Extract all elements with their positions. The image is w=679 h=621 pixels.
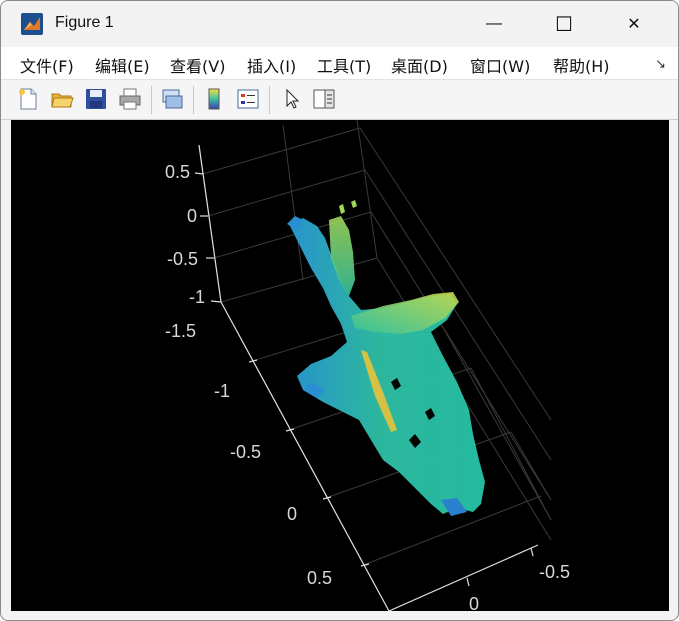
print-icon[interactable] [117, 86, 143, 112]
window-title: Figure 1 [55, 14, 114, 31]
x-axis-tick-labels: -0.5 0 [469, 562, 570, 611]
maximize-icon: ☐ [555, 13, 573, 36]
toolbar-separator [269, 86, 270, 114]
matlab-logo-icon [21, 13, 43, 35]
menu-file[interactable]: 文件(F) [20, 57, 74, 76]
z-tick-label: -0.5 [167, 249, 198, 269]
y-axis-tick-labels: -1.5 -1 -0.5 0 0.5 [165, 321, 332, 588]
x-tick-label: -0.5 [539, 562, 570, 582]
y-tick-label: 0.5 [307, 568, 332, 588]
menu-desktop[interactable]: 桌面(D) [391, 57, 448, 76]
menu-view[interactable]: 查看(V) [170, 57, 226, 76]
link-plot-icon[interactable] [159, 86, 185, 112]
menu-edit[interactable]: 编辑(E) [95, 57, 150, 76]
x-tick-label: 0 [469, 594, 479, 611]
minimize-icon: — [486, 15, 502, 32]
menu-overflow-icon[interactable]: ↘ [655, 56, 666, 71]
y-tick-label: -1.5 [165, 321, 196, 341]
open-file-icon[interactable] [49, 86, 75, 112]
maximize-button[interactable]: ☐ [529, 1, 599, 47]
menu-window[interactable]: 窗口(W) [470, 57, 531, 76]
y-tick-label: -1 [214, 381, 230, 401]
close-button[interactable]: ✕ [599, 1, 669, 47]
axis-lines [194, 144, 539, 611]
menu-bar: 文件(F) 编辑(E) 查看(V) 插入(I) 工具(T) 桌面(D) 窗口(W… [1, 47, 678, 80]
point-cloud [287, 200, 485, 516]
menu-insert[interactable]: 插入(I) [247, 57, 297, 76]
z-axis-tick-labels: 0.5 0 -0.5 -1 [165, 162, 205, 307]
y-tick-label: 0 [287, 504, 297, 524]
plot-area[interactable]: 0.5 0 -0.5 -1 -1.5 -1 -0.5 0 0.5 -0.5 0 [11, 120, 669, 611]
new-figure-icon[interactable] [15, 86, 41, 112]
menu-tools[interactable]: 工具(T) [317, 57, 372, 76]
toolbar-separator [193, 86, 194, 114]
property-inspector-icon[interactable] [311, 86, 337, 112]
colorbar-icon[interactable] [201, 86, 227, 112]
toolbar-separator [151, 86, 152, 114]
z-tick-label: 0 [187, 206, 197, 226]
title-bar[interactable]: Figure 1 — ☐ ✕ [1, 1, 678, 47]
axes-3d[interactable]: 0.5 0 -0.5 -1 -1.5 -1 -0.5 0 0.5 -0.5 0 [11, 120, 669, 611]
z-tick-label: -1 [189, 287, 205, 307]
z-tick-label: 0.5 [165, 162, 190, 182]
minimize-button[interactable]: — [459, 1, 529, 47]
y-tick-label: -0.5 [230, 442, 261, 462]
close-icon: ✕ [627, 16, 641, 33]
menu-help[interactable]: 帮助(H) [553, 57, 610, 76]
figure-toolbar [1, 80, 678, 120]
pointer-icon[interactable] [279, 86, 305, 112]
save-icon[interactable] [83, 86, 109, 112]
legend-icon[interactable] [235, 86, 261, 112]
